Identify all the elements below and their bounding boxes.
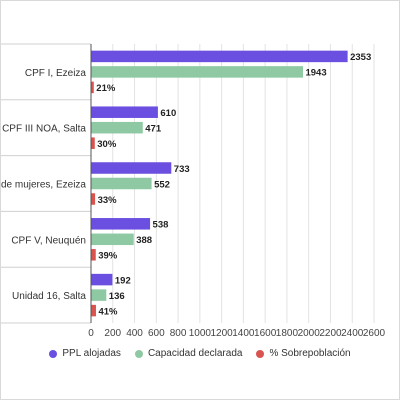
legend-entry: % Sobrepoblación bbox=[256, 348, 351, 359]
x-tick-label: 1200 bbox=[210, 328, 233, 339]
data-label: 21% bbox=[96, 83, 116, 94]
bar bbox=[91, 218, 151, 230]
x-tick-label: 1400 bbox=[232, 328, 255, 339]
legend-swatch bbox=[49, 349, 58, 358]
data-label: 1943 bbox=[305, 68, 326, 79]
bar bbox=[91, 137, 95, 149]
x-tick-label: 200 bbox=[104, 328, 121, 339]
x-tick-label: 2000 bbox=[298, 328, 321, 339]
bar bbox=[91, 106, 158, 118]
x-tick-label: 2200 bbox=[319, 328, 342, 339]
bar bbox=[91, 249, 96, 261]
data-label: 136 bbox=[109, 291, 125, 302]
x-tick-label: 1000 bbox=[189, 328, 212, 339]
legend-swatch bbox=[256, 349, 265, 358]
category-label: Unidad 16, Salta bbox=[12, 291, 86, 302]
data-label: 471 bbox=[145, 123, 162, 134]
x-tick-label: 2400 bbox=[341, 328, 364, 339]
legend-label: Capacidad declarada bbox=[147, 348, 243, 359]
bar bbox=[91, 193, 96, 205]
bar bbox=[91, 233, 134, 246]
legend-entry: PPL alojadas bbox=[49, 348, 121, 359]
x-tick-label: 800 bbox=[170, 328, 187, 339]
legend-label: PPL alojadas bbox=[62, 348, 121, 359]
bar bbox=[91, 273, 113, 286]
x-tick-label: 2600 bbox=[363, 328, 386, 339]
data-label: 610 bbox=[160, 108, 176, 119]
x-tick-label: 400 bbox=[126, 328, 143, 339]
data-label: 192 bbox=[115, 275, 131, 286]
legend-label: % Sobrepoblación bbox=[269, 348, 351, 359]
data-label: 552 bbox=[154, 179, 170, 190]
data-label: 388 bbox=[136, 235, 152, 246]
bar bbox=[91, 304, 96, 317]
legend: PPL alojadas Capacidad declarada % Sobrepo… bbox=[0, 348, 400, 359]
data-label: 538 bbox=[153, 220, 169, 231]
category-label: CPF I, Ezeiza bbox=[25, 68, 87, 79]
data-label: 30% bbox=[97, 139, 117, 150]
data-label: 39% bbox=[98, 251, 118, 262]
bar bbox=[91, 177, 152, 190]
x-tick-label: 1600 bbox=[254, 328, 277, 339]
bar bbox=[91, 289, 107, 301]
category-label: CPF V, Neuquén bbox=[11, 235, 86, 246]
bar bbox=[91, 66, 303, 78]
x-tick-label: 1800 bbox=[276, 328, 299, 339]
legend-entry: Capacidad declarada bbox=[134, 348, 243, 359]
x-tick-label: 0 bbox=[88, 328, 94, 339]
bar bbox=[91, 81, 94, 94]
bar bbox=[91, 162, 172, 174]
bar bbox=[91, 50, 348, 63]
data-label: 41% bbox=[98, 306, 118, 317]
category-label: CPF IV de mujeres, Ezeiza bbox=[0, 180, 86, 191]
data-label: 733 bbox=[174, 164, 190, 175]
bar bbox=[91, 121, 143, 134]
legend-swatch bbox=[134, 349, 143, 358]
data-label: 33% bbox=[98, 195, 118, 206]
x-tick-label: 600 bbox=[148, 328, 165, 339]
category-label: CPF III NOA, Salta bbox=[2, 124, 86, 135]
data-label: 2353 bbox=[350, 52, 371, 63]
